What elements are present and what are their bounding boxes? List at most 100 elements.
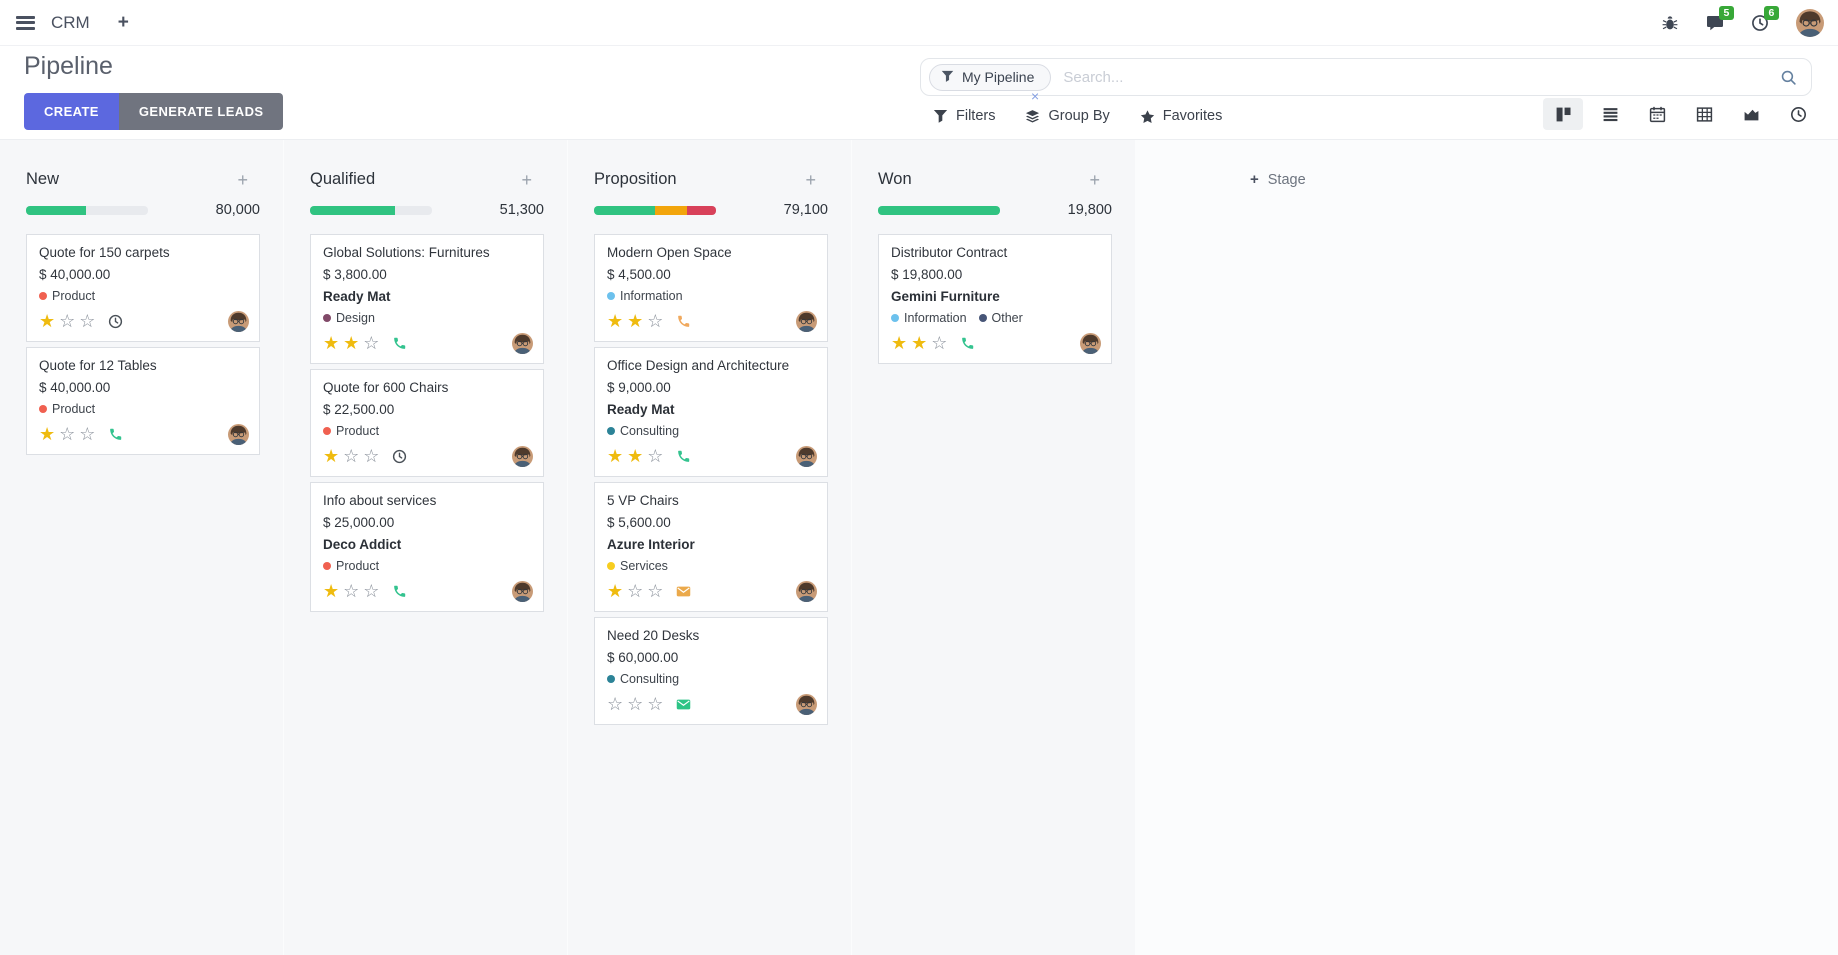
priority-star[interactable] [323, 334, 339, 352]
kanban-card[interactable]: Need 20 Desks $ 60,000.00 Consulting [594, 617, 828, 725]
column-progressbar[interactable] [26, 205, 148, 215]
activity-view-icon[interactable] [1778, 98, 1818, 130]
salesperson-avatar[interactable] [796, 445, 817, 467]
salesperson-avatar[interactable] [512, 332, 533, 354]
salesperson-avatar[interactable] [512, 580, 533, 602]
quick-add-icon[interactable] [237, 171, 248, 189]
graph-view-icon[interactable] [1731, 98, 1771, 130]
priority-star[interactable] [343, 447, 359, 465]
activity-icon[interactable] [676, 584, 691, 599]
kanban-card[interactable]: Quote for 12 Tables $ 40,000.00 Product [26, 347, 260, 455]
kanban-card[interactable]: Global Solutions: Furnitures $ 3,800.00 … [310, 234, 544, 364]
messages-icon[interactable]: 5 [1706, 5, 1734, 32]
quick-add-icon[interactable] [805, 171, 816, 189]
progress-segment[interactable] [655, 205, 687, 215]
quick-add-icon[interactable] [521, 171, 532, 189]
add-stage-button[interactable]: Stage [1250, 171, 1306, 188]
priority-star[interactable] [323, 582, 339, 600]
priority-star[interactable] [607, 695, 623, 713]
filters-menu[interactable]: Filters [933, 108, 995, 124]
app-name[interactable]: CRM [51, 12, 90, 32]
progress-segment[interactable] [686, 205, 716, 215]
activity-icon[interactable] [392, 584, 407, 599]
priority-star[interactable] [607, 582, 623, 600]
priority-star[interactable] [647, 312, 663, 330]
activity-icon[interactable] [108, 427, 123, 442]
priority-star[interactable] [343, 582, 359, 600]
search-bar[interactable]: My Pipeline [920, 58, 1812, 96]
column-title[interactable]: Proposition [594, 170, 677, 188]
kanban-card[interactable]: 5 VP Chairs $ 5,600.00 Azure Interior Se… [594, 482, 828, 612]
activity-icon[interactable] [108, 314, 123, 329]
pivot-view-icon[interactable] [1684, 98, 1724, 130]
priority-star[interactable] [627, 312, 643, 330]
activity-icon[interactable] [960, 336, 975, 351]
apps-menu-icon[interactable] [14, 12, 37, 34]
priority-star[interactable] [911, 334, 927, 352]
priority-star[interactable] [343, 334, 359, 352]
calendar-view-icon[interactable] [1637, 98, 1677, 130]
priority-star[interactable] [627, 582, 643, 600]
priority-star[interactable] [627, 447, 643, 465]
kanban-card[interactable]: Modern Open Space $ 4,500.00 Information [594, 234, 828, 342]
priority-star[interactable] [627, 695, 643, 713]
priority-star[interactable] [363, 334, 379, 352]
priority-star[interactable] [647, 695, 663, 713]
search-facet[interactable]: My Pipeline [929, 63, 1052, 91]
priority-star[interactable] [59, 425, 75, 443]
kanban-view-icon[interactable] [1543, 98, 1583, 130]
priority-star[interactable] [363, 582, 379, 600]
priority-star[interactable] [323, 447, 339, 465]
salesperson-avatar[interactable] [228, 423, 249, 445]
column-progressbar[interactable] [878, 205, 1000, 215]
priority-star[interactable] [363, 447, 379, 465]
favorites-menu[interactable]: Favorites [1140, 108, 1222, 124]
priority-star[interactable] [79, 425, 95, 443]
facet-remove-icon[interactable] [1031, 89, 1039, 103]
salesperson-avatar[interactable] [796, 580, 817, 602]
progress-segment[interactable] [594, 205, 655, 215]
salesperson-avatar[interactable] [796, 310, 817, 332]
column-title[interactable]: Qualified [310, 170, 376, 188]
priority-star[interactable] [647, 582, 663, 600]
priority-star[interactable] [647, 447, 663, 465]
kanban-card[interactable]: Quote for 600 Chairs $ 22,500.00 Product [310, 369, 544, 477]
priority-star[interactable] [59, 312, 75, 330]
group-by-menu[interactable]: Group By [1025, 108, 1110, 124]
quick-add-icon[interactable] [1089, 171, 1100, 189]
column-progressbar[interactable] [310, 205, 432, 215]
priority-star[interactable] [891, 334, 907, 352]
kanban-card[interactable]: Distributor Contract $ 19,800.00 Gemini … [878, 234, 1112, 364]
user-avatar[interactable] [1796, 8, 1824, 37]
priority-star[interactable] [39, 312, 55, 330]
progress-segment[interactable] [878, 205, 1000, 215]
salesperson-avatar[interactable] [512, 445, 533, 467]
activity-icon[interactable] [676, 697, 691, 712]
create-button[interactable]: CREATE [24, 93, 119, 130]
salesperson-avatar[interactable] [228, 310, 249, 332]
priority-star[interactable] [79, 312, 95, 330]
column-progressbar[interactable] [594, 205, 716, 215]
activity-icon[interactable] [676, 314, 691, 329]
progress-segment[interactable] [26, 205, 86, 215]
activities-icon[interactable]: 6 [1751, 5, 1779, 32]
list-view-icon[interactable] [1590, 98, 1630, 130]
priority-star[interactable] [39, 425, 55, 443]
kanban-card[interactable]: Quote for 150 carpets $ 40,000.00 Produc… [26, 234, 260, 342]
progress-segment[interactable] [310, 205, 396, 215]
activity-icon[interactable] [392, 336, 407, 351]
kanban-card[interactable]: Info about services $ 25,000.00 Deco Add… [310, 482, 544, 612]
debug-bug-icon[interactable] [1661, 14, 1679, 32]
priority-star[interactable] [607, 312, 623, 330]
generate-leads-button[interactable]: GENERATE LEADS [118, 93, 284, 130]
search-input[interactable] [1061, 67, 1780, 87]
salesperson-avatar[interactable] [1080, 332, 1101, 354]
salesperson-avatar[interactable] [796, 693, 817, 715]
search-icon[interactable] [1780, 69, 1797, 86]
activity-icon[interactable] [676, 449, 691, 464]
priority-star[interactable] [607, 447, 623, 465]
priority-star[interactable] [931, 334, 947, 352]
navbar-plus-icon[interactable] [118, 13, 129, 32]
column-title[interactable]: New [26, 170, 60, 188]
activity-icon[interactable] [392, 449, 407, 464]
